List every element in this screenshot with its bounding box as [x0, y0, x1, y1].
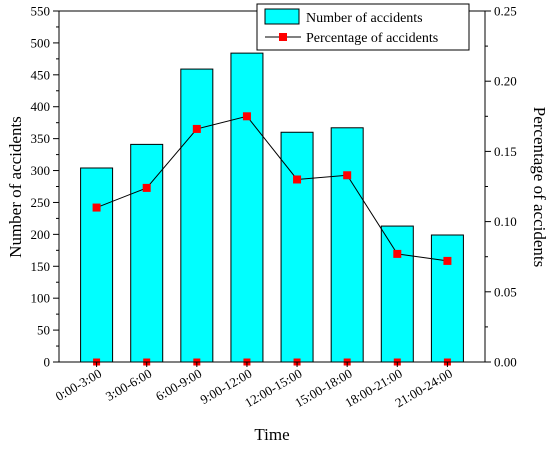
y-tick-label: 450	[31, 67, 51, 82]
line-point-5	[343, 171, 352, 180]
y2-tick-label: 0.10	[494, 214, 517, 229]
y-tick-label: 500	[31, 35, 51, 50]
line-point-1	[142, 183, 151, 192]
plot-frame	[58, 10, 486, 363]
legend-label-line: Percentage of accidents	[306, 31, 438, 46]
bar-6	[380, 225, 414, 363]
bar-4	[280, 131, 314, 363]
y-tick-label: 100	[31, 291, 51, 306]
bars-layer	[80, 52, 464, 363]
line-point-2	[192, 124, 201, 133]
y-tick-label: 350	[31, 131, 51, 146]
x-tick-label: 6:00-9:00	[153, 366, 204, 404]
y-tick-label: 250	[31, 195, 51, 210]
x-tick-label: 3:00-6:00	[103, 366, 154, 404]
line-point-6	[393, 249, 402, 258]
y-tick-label: 0	[44, 355, 51, 370]
bar-5	[330, 127, 364, 363]
bar-1	[130, 143, 164, 363]
x-tick-label: 0:00-3:00	[53, 366, 104, 404]
bar-2	[180, 68, 214, 363]
percentage-line	[96, 115, 448, 262]
y-axis-title: Number of accidents	[6, 116, 25, 258]
y-tick-label: 300	[31, 163, 51, 178]
y2-axis-title: Percentage of accidents	[530, 107, 549, 267]
line-point-0	[92, 203, 101, 212]
y2-tick-label: 0.20	[494, 74, 517, 89]
y2-tick-label: 0.25	[494, 4, 517, 19]
y-tick-label: 200	[31, 227, 51, 242]
legend-marker-swatch	[279, 33, 287, 41]
x-tick-label: 21:00-24:00	[392, 366, 455, 411]
x-axis-title: Time	[254, 425, 289, 444]
y2-tick-label: 0.15	[494, 144, 517, 159]
y-tick-label: 550	[31, 4, 51, 19]
y2-tick-label: 0.00	[494, 355, 517, 370]
bar-3	[230, 52, 264, 363]
y-tick-label: 150	[31, 259, 51, 274]
bar-0	[80, 167, 114, 363]
y2-tick-label: 0.05	[494, 284, 517, 299]
line-point-3	[242, 112, 251, 121]
line-point-7	[443, 256, 452, 265]
y-tick-label: 400	[31, 99, 51, 114]
legend-bar-swatch	[264, 8, 300, 25]
legend-label-bar: Number of accidents	[306, 11, 423, 26]
y-tick-label: 50	[37, 323, 50, 338]
legend: Number of accidents Percentage of accide…	[256, 3, 470, 51]
line-point-4	[293, 175, 302, 184]
bar-7	[430, 234, 464, 363]
